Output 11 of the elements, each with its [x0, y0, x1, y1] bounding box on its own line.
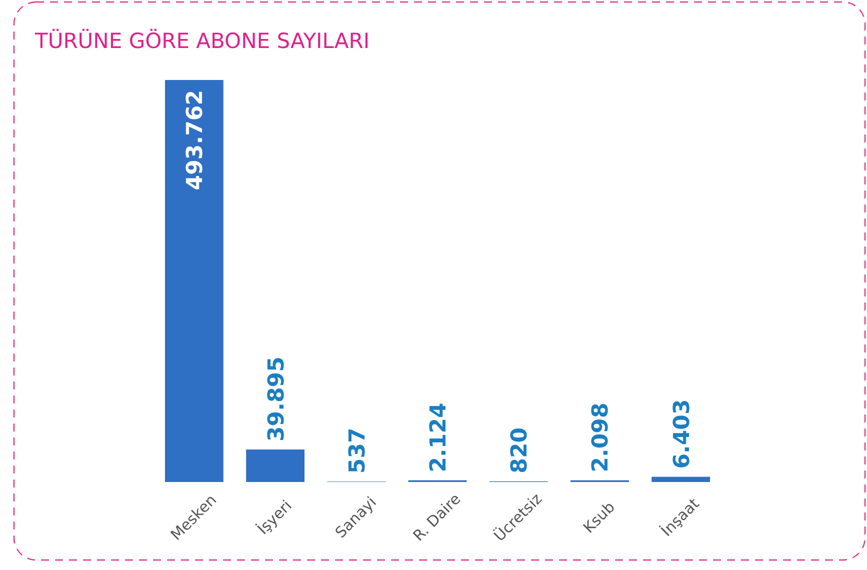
bar — [165, 80, 224, 482]
data-label: 39.895 — [264, 356, 290, 442]
data-label: 2.098 — [588, 402, 614, 472]
data-label: 537 — [345, 428, 370, 474]
bar — [652, 476, 710, 482]
data-label: 6.403 — [670, 399, 695, 469]
data-label: 493.762 — [183, 90, 208, 190]
chart-title: TÜRÜNE GÖRE ABONE SAYILARI — [34, 28, 370, 53]
bar — [246, 450, 304, 482]
data-label: 2.124 — [426, 402, 452, 472]
data-label: 820 — [508, 427, 533, 474]
